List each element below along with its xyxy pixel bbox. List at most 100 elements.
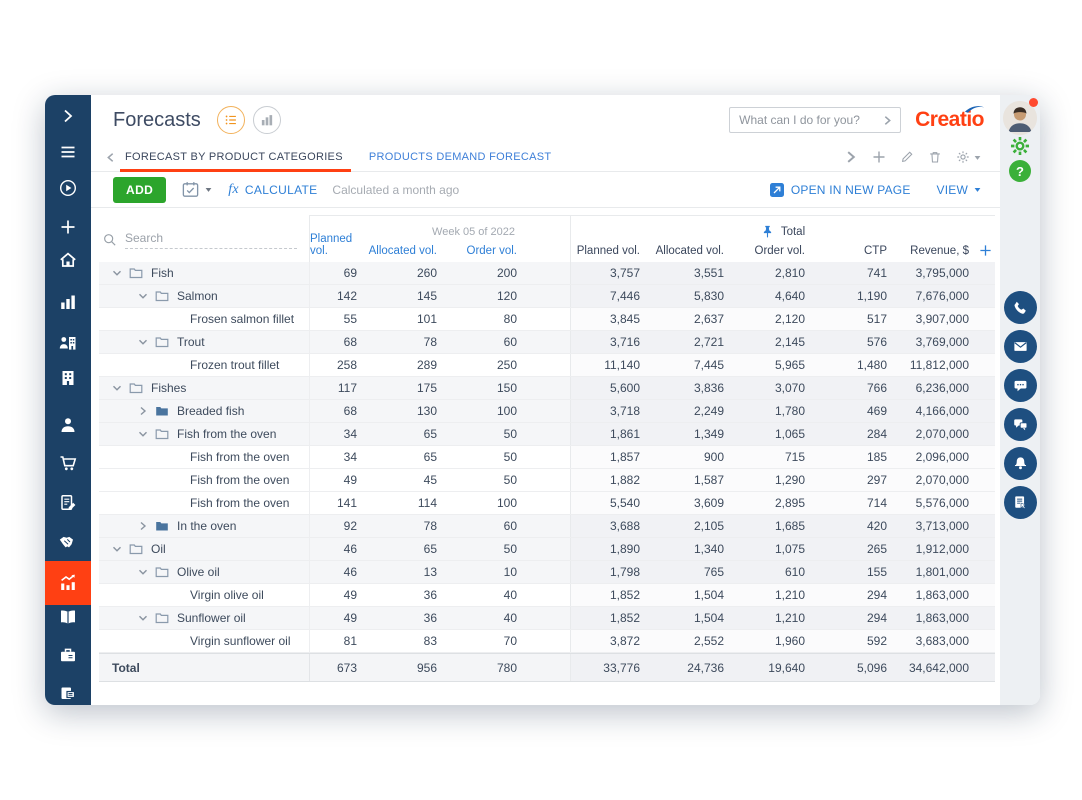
table-row[interactable]: Trout 68 78 60 3,716 2,721 2,145 576 3,769,000 bbox=[99, 331, 995, 354]
table-row[interactable]: Olive oil 46 13 10 1,798 765 610 155 1,801,000 bbox=[99, 561, 995, 584]
chevron-down-icon[interactable] bbox=[112, 383, 122, 393]
value-cell[interactable]: 34 bbox=[343, 427, 357, 441]
email-button[interactable] bbox=[1003, 330, 1037, 363]
value-cell[interactable]: 3,872 bbox=[570, 630, 641, 652]
value-cell[interactable]: 36 bbox=[423, 611, 437, 625]
table-row[interactable]: Oil 46 65 50 1,890 1,340 1,075 265 1,912,000 bbox=[99, 538, 995, 561]
value-cell[interactable]: 956 bbox=[416, 660, 437, 675]
value-cell[interactable]: 7,445 bbox=[641, 354, 725, 376]
sidebar-item-accounts[interactable] bbox=[45, 359, 91, 397]
value-cell[interactable]: 592 bbox=[806, 630, 888, 652]
chevron-right-icon[interactable] bbox=[138, 521, 148, 531]
value-cell[interactable]: 5,600 bbox=[570, 377, 641, 399]
sidebar-item-add[interactable] bbox=[45, 208, 91, 246]
value-cell[interactable]: 900 bbox=[641, 446, 725, 468]
value-cell[interactable]: 3,718 bbox=[570, 400, 641, 422]
sidebar-item-orders[interactable] bbox=[45, 444, 91, 482]
value-cell[interactable]: 120 bbox=[496, 289, 517, 303]
value-cell[interactable]: 1,863,000 bbox=[888, 584, 970, 606]
value-cell[interactable]: 1,075 bbox=[725, 538, 806, 560]
value-cell[interactable]: 1,912,000 bbox=[888, 538, 970, 560]
col-header-ctp[interactable]: CTP bbox=[864, 245, 887, 257]
chevron-down-icon[interactable] bbox=[138, 291, 148, 301]
table-search-input[interactable] bbox=[125, 230, 297, 249]
value-cell[interactable]: 258 bbox=[336, 358, 357, 372]
value-cell[interactable]: 175 bbox=[416, 381, 437, 395]
value-cell[interactable]: 100 bbox=[496, 496, 517, 510]
value-cell[interactable]: 78 bbox=[423, 335, 437, 349]
sidebar-item-org-structure[interactable] bbox=[45, 324, 91, 362]
value-cell[interactable]: 3,795,000 bbox=[888, 262, 970, 284]
value-cell[interactable]: 294 bbox=[806, 607, 888, 629]
value-cell[interactable]: 200 bbox=[496, 266, 517, 280]
value-cell[interactable]: 130 bbox=[416, 404, 437, 418]
tab-products-demand-forecast[interactable]: PRODUCTS DEMAND FORECAST bbox=[368, 151, 552, 163]
value-cell[interactable]: 60 bbox=[503, 519, 517, 533]
sidebar-item-contacts[interactable] bbox=[45, 406, 91, 444]
value-cell[interactable]: 714 bbox=[806, 492, 888, 514]
value-cell[interactable]: 2,105 bbox=[641, 515, 725, 537]
value-cell[interactable]: 1,780 bbox=[725, 400, 806, 422]
value-cell[interactable]: 1,852 bbox=[570, 584, 641, 606]
value-cell[interactable]: 1,190 bbox=[806, 285, 888, 307]
col-header-week-order[interactable]: Order vol. bbox=[466, 245, 518, 257]
value-cell[interactable]: 766 bbox=[806, 377, 888, 399]
table-row[interactable]: Fish from the oven 49 45 50 1,882 1,587 1,290 2… bbox=[99, 469, 995, 492]
value-cell[interactable]: 1,801,000 bbox=[888, 561, 970, 583]
tab-forecast-by-product-categories[interactable]: FORECAST BY PRODUCT CATEGORIES bbox=[120, 143, 351, 172]
back-chevron-icon[interactable] bbox=[105, 152, 116, 163]
value-cell[interactable]: 11,140 bbox=[570, 354, 641, 376]
sidebar-item-dashboards[interactable] bbox=[45, 283, 91, 321]
chevron-down-icon[interactable] bbox=[112, 268, 122, 278]
sidebar-item-documents[interactable] bbox=[45, 674, 91, 705]
edit-icon[interactable] bbox=[900, 150, 914, 164]
value-cell[interactable]: 3,683,000 bbox=[888, 630, 970, 652]
value-cell[interactable]: 3,070 bbox=[725, 377, 806, 399]
value-cell[interactable]: 1,857 bbox=[570, 446, 641, 468]
table-row[interactable]: Sunflower oil 49 36 40 1,852 1,504 1,210 294 1,8… bbox=[99, 607, 995, 630]
data-settings-button[interactable] bbox=[956, 150, 982, 164]
value-cell[interactable]: 78 bbox=[423, 519, 437, 533]
value-cell[interactable]: 2,552 bbox=[641, 630, 725, 652]
sidebar-item-process[interactable] bbox=[45, 169, 91, 207]
value-cell[interactable]: 1,504 bbox=[641, 584, 725, 606]
search-go-icon[interactable] bbox=[882, 115, 893, 126]
value-cell[interactable]: 50 bbox=[503, 473, 517, 487]
value-cell[interactable]: 1,290 bbox=[725, 469, 806, 491]
chart-view-toggle[interactable] bbox=[252, 106, 281, 134]
value-cell[interactable]: 65 bbox=[423, 450, 437, 464]
value-cell[interactable]: 45 bbox=[423, 473, 437, 487]
value-cell[interactable]: 5,096 bbox=[806, 654, 888, 681]
sidebar-item-contracts[interactable] bbox=[45, 484, 91, 522]
value-cell[interactable]: 715 bbox=[725, 446, 806, 468]
table-row[interactable]: Breaded fish 68 130 100 3,718 2,249 1,780 469 4,… bbox=[99, 400, 995, 423]
value-cell[interactable]: 3,713,000 bbox=[888, 515, 970, 537]
value-cell[interactable]: 49 bbox=[343, 588, 357, 602]
value-cell[interactable]: 50 bbox=[503, 427, 517, 441]
value-cell[interactable]: 2,145 bbox=[725, 331, 806, 353]
value-cell[interactable]: 1,504 bbox=[641, 607, 725, 629]
value-cell[interactable]: 19,640 bbox=[725, 654, 806, 681]
value-cell[interactable]: 3,907,000 bbox=[888, 308, 970, 330]
view-menu-button[interactable]: VIEW bbox=[937, 183, 982, 197]
value-cell[interactable]: 469 bbox=[806, 400, 888, 422]
value-cell[interactable]: 141 bbox=[336, 496, 357, 510]
col-header-total-allocated[interactable]: Allocated vol. bbox=[655, 245, 724, 257]
value-cell[interactable]: 46 bbox=[343, 565, 357, 579]
calculate-button[interactable]: fx CALCULATE bbox=[228, 182, 317, 198]
col-header-week-allocated[interactable]: Allocated vol. bbox=[368, 245, 437, 257]
value-cell[interactable]: 250 bbox=[496, 358, 517, 372]
value-cell[interactable]: 2,096,000 bbox=[888, 446, 970, 468]
value-cell[interactable]: 2,895 bbox=[725, 492, 806, 514]
value-cell[interactable]: 68 bbox=[343, 335, 357, 349]
chevron-down-icon[interactable] bbox=[138, 429, 148, 439]
value-cell[interactable]: 11,812,000 bbox=[888, 354, 970, 376]
delete-icon[interactable] bbox=[928, 150, 942, 164]
col-header-total-order[interactable]: Order vol. bbox=[754, 245, 806, 257]
table-row[interactable]: Virgin sunflower oil 81 83 70 3,872 2,552 1,96… bbox=[99, 630, 995, 653]
value-cell[interactable]: 65 bbox=[423, 542, 437, 556]
value-cell[interactable]: 68 bbox=[343, 404, 357, 418]
chevron-down-icon[interactable] bbox=[138, 613, 148, 623]
value-cell[interactable]: 50 bbox=[503, 450, 517, 464]
table-row[interactable]: Fish from the oven 34 65 50 1,861 1,349 1,065 2… bbox=[99, 423, 995, 446]
